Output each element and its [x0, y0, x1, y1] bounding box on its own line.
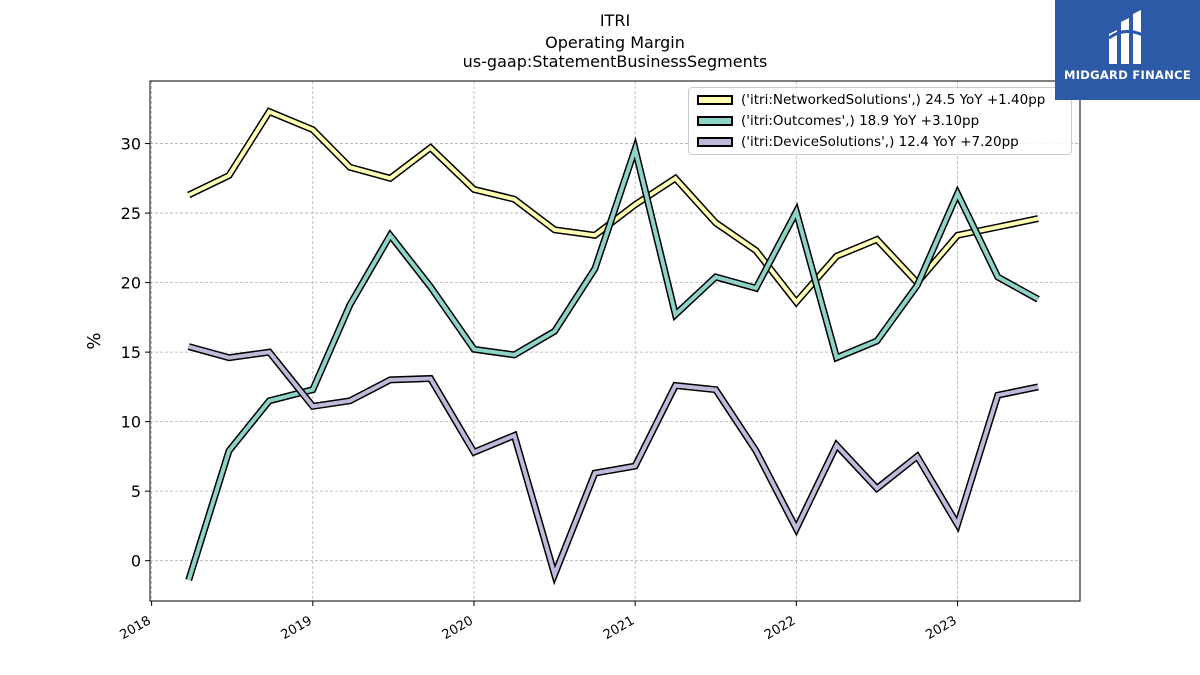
legend: ('itri:NetworkedSolutions',) 24.5 YoY +1… — [688, 87, 1072, 155]
x-tick-label: 2018 — [117, 613, 153, 643]
chart-sub-subtitle: us-gaap:StatementBusinessSegments — [462, 52, 768, 71]
legend-label-device: ('itri:DeviceSolutions',) 12.4 YoY +7.20… — [741, 134, 1019, 150]
y-tick-label: 20 — [121, 274, 141, 293]
legend-item-networked: ('itri:NetworkedSolutions',) 24.5 YoY +1… — [697, 90, 1045, 110]
chart-subtitle: Operating Margin — [545, 33, 685, 52]
y-tick-label: 30 — [121, 135, 141, 154]
x-tick-label: 2019 — [279, 613, 315, 643]
x-tick-label: 2020 — [440, 613, 476, 643]
logo-icon — [1108, 10, 1146, 64]
series-line-outcomes — [185, 136, 1040, 582]
y-tick-label: 10 — [121, 413, 141, 432]
axes: 0 5 10 15 20 25 30 2018 2019 2020 2021 2022 2023 — [117, 135, 959, 643]
y-tick-label: 0 — [131, 552, 141, 571]
y-tick-label: 15 — [121, 343, 141, 362]
x-tick-label: 2021 — [601, 613, 637, 643]
series-line-networked-solutions-stroke — [187, 109, 1039, 306]
series-line-outcomes-stroke — [186, 141, 1040, 581]
brand-logo: MIDGARD FINANCE — [1055, 0, 1200, 100]
legend-label-networked: ('itri:NetworkedSolutions',) 24.5 YoY +1… — [741, 92, 1046, 108]
series-line-device-solutions-stroke — [188, 344, 1039, 581]
series-lines — [185, 107, 1040, 586]
plot-frame — [149, 80, 1081, 602]
legend-swatch-networked — [697, 95, 733, 105]
y-axis-label: % — [84, 332, 105, 349]
logo-text: MIDGARD FINANCE — [1063, 68, 1192, 82]
x-tick-label: 2023 — [923, 613, 959, 643]
x-tick-label: 2022 — [762, 613, 798, 643]
y-tick-label: 25 — [121, 204, 141, 223]
legend-swatch-outcomes — [697, 116, 733, 126]
legend-item-device: ('itri:DeviceSolutions',) 12.4 YoY +7.20… — [697, 132, 1019, 152]
chart-title: ITRI — [599, 11, 631, 30]
y-tick-label: 5 — [131, 482, 141, 501]
legend-label-outcomes: ('itri:Outcomes',) 18.9 YoY +3.10pp — [741, 113, 980, 129]
legend-swatch-device — [697, 137, 733, 147]
grid-lines — [150, 81, 1080, 601]
series-line-device-solutions — [187, 343, 1039, 586]
legend-item-outcomes: ('itri:Outcomes',) 18.9 YoY +3.10pp — [697, 111, 979, 131]
series-line-networked-solutions — [187, 107, 1039, 308]
